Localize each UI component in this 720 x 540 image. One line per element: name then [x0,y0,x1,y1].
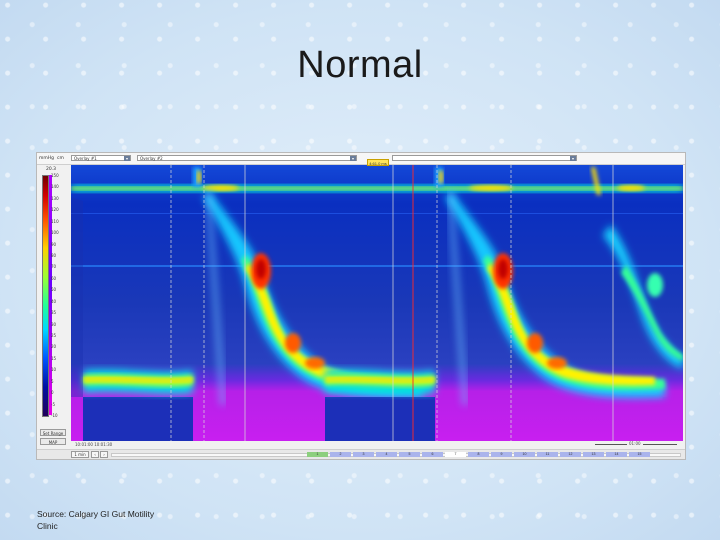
unit-label-left: mmHg [39,156,55,161]
nav-segment[interactable]: 3 [353,452,374,457]
nav-segment[interactable]: 10 [514,452,535,457]
pressure-range-bar[interactable] [49,175,52,415]
overlay-select-2-value: Overlay #2 [140,156,163,161]
colorbar-tick-label: 15 [51,355,57,361]
colorbar-tick-label: 150 [51,173,59,178]
colorbar-tick-label: 140 [51,184,59,190]
colorbar-tick-label: 35 [51,310,57,316]
navigation-bar: 1 min ‹ › 1 2 3 4 5 6 7 8 9 10 11 12 13 14 15 [37,449,685,459]
colorbar-tick-label: 5 [51,378,54,384]
nav-segment[interactable]: 4 [376,452,397,457]
dropdown-arrow-icon[interactable]: ▾ [124,156,130,161]
nav-segment[interactable]: 5 [399,452,420,457]
manometry-viewer: mmHg cm Overlay #1 ▾ Overlay #2 ▾ ▾ 4:61… [36,152,686,460]
dropdown-arrow-icon[interactable]: ▾ [570,156,576,161]
colorbar-tick-label: 25 [51,333,57,338]
colorbar-tick-label: 120 [51,207,59,213]
nav-arrow-left-icon[interactable]: ‹ [91,451,99,458]
set-range-button[interactable]: Set Range [40,429,66,436]
colorbar-tick-label: 30 [51,321,57,327]
colorbar-tick-label: 100 [51,230,59,236]
colorbar-ticks: 150 140 130 120 110 100 90 80 70 60 50 40 35 30 25 20 15… [51,173,71,418]
colorbar-tick-label: 10 [51,367,57,373]
colorbar-tick-label: -10 [51,413,58,418]
colorbar-tick-label: 110 [51,218,59,224]
time-ruler: 10:01:00 10:01:30 01:00 [71,441,683,448]
colorbar-tick-label: 50 [51,287,57,293]
nav-segment[interactable]: 2 [330,452,351,457]
nav-segment[interactable]: 9 [491,452,512,457]
nav-segment[interactable]: 6 [422,452,443,457]
pressure-colorbar-panel: 20.3 150 140 130 120 110 100 90 80 70 60 50 40 35 30 2… [37,165,71,418]
unit-label-right: cm [57,156,64,161]
colorbar-tick-label: 40 [51,298,57,304]
nav-segment[interactable]: 13 [583,452,604,457]
colorbar-tick-label: 80 [51,253,57,258]
nav-arrow-right-icon[interactable]: › [100,451,108,458]
nav-segment[interactable]: 8 [468,452,489,457]
colorbar-tick-label: 70 [51,264,57,270]
nav-segment[interactable]: 15 [629,452,650,457]
nav-segment[interactable]: 11 [537,452,558,457]
slide-title: Normal [297,44,423,86]
ruler-right-text: 01:00 [627,441,643,446]
colorbar-tick-label: 90 [51,241,57,247]
scale-label: 20.3 [46,167,57,172]
overlay-select-3[interactable]: ▾ [392,155,577,161]
dropdown-arrow-icon[interactable]: ▾ [350,156,356,161]
map-button[interactable]: MAP [40,438,66,445]
overlay-select-2[interactable]: Overlay #2 ▾ [137,155,357,161]
ruler-left-text: 10:01:00 10:01:30 [75,442,113,447]
time-marker-label[interactable]: 4:61.0 ms [367,159,389,166]
pressure-colorbar [42,175,49,417]
nav-segment[interactable]: 1 [307,452,328,457]
nav-segment[interactable]: 12 [560,452,581,457]
source-caption: Source: Calgary GI Gut Motility Clinic [37,509,155,531]
colorbar-tick-label: 20 [51,344,57,350]
nav-segment[interactable]: 14 [606,452,627,457]
window-select[interactable]: 1 min [71,451,89,458]
viewer-toolbar: mmHg cm Overlay #1 ▾ Overlay #2 ▾ ▾ [37,153,685,165]
pressure-topography-plot[interactable] [71,165,683,441]
nav-segment[interactable]: 7 [445,452,466,457]
colorbar-tick-label: 60 [51,275,57,281]
colorbar-tick-label: 130 [51,195,59,201]
colorbar-tick-label: 0 [51,390,54,396]
overlay-select-1-value: Overlay #1 [74,156,97,161]
overlay-select-1[interactable]: Overlay #1 ▾ [71,155,131,161]
colorbar-tick-label: -5 [51,401,55,407]
